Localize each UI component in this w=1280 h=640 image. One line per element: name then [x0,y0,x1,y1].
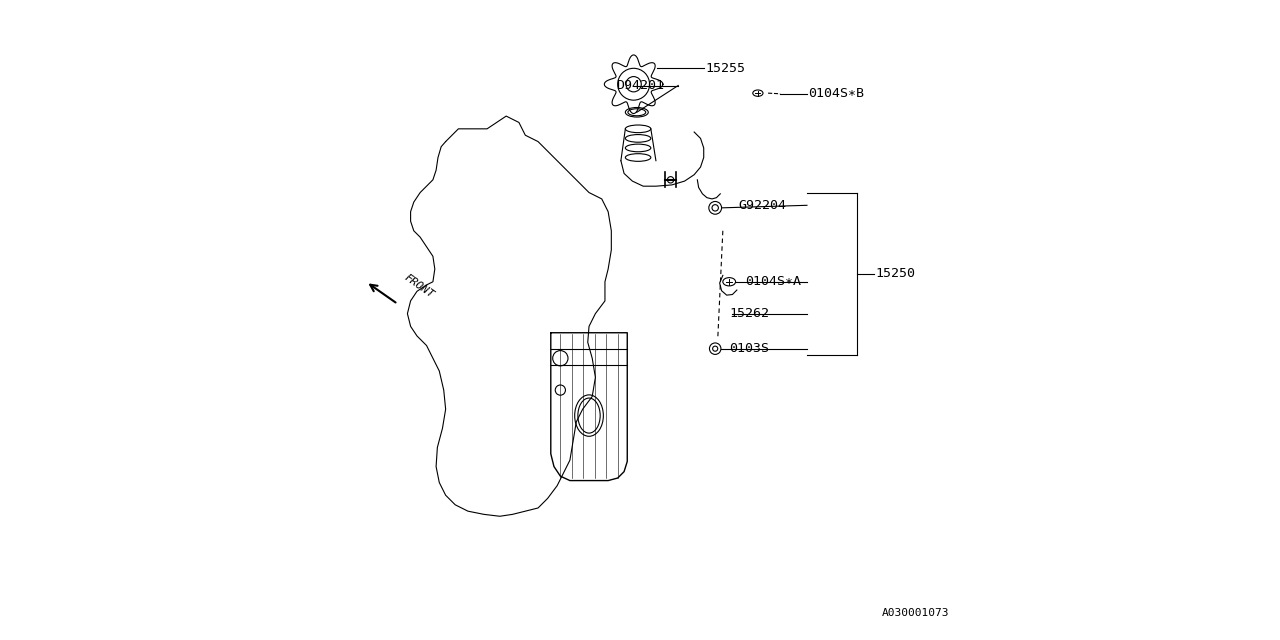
Text: 0104S∗A: 0104S∗A [745,275,801,288]
Text: 15255: 15255 [705,62,746,75]
Text: G92204: G92204 [739,199,787,212]
Text: 0104S∗B: 0104S∗B [808,87,864,100]
Text: 0103S: 0103S [730,342,769,355]
Text: 15250: 15250 [876,268,915,280]
Text: D94201: D94201 [617,79,664,92]
Text: A030001073: A030001073 [882,608,948,618]
Text: FRONT: FRONT [402,273,435,300]
Text: 15262: 15262 [730,307,769,320]
